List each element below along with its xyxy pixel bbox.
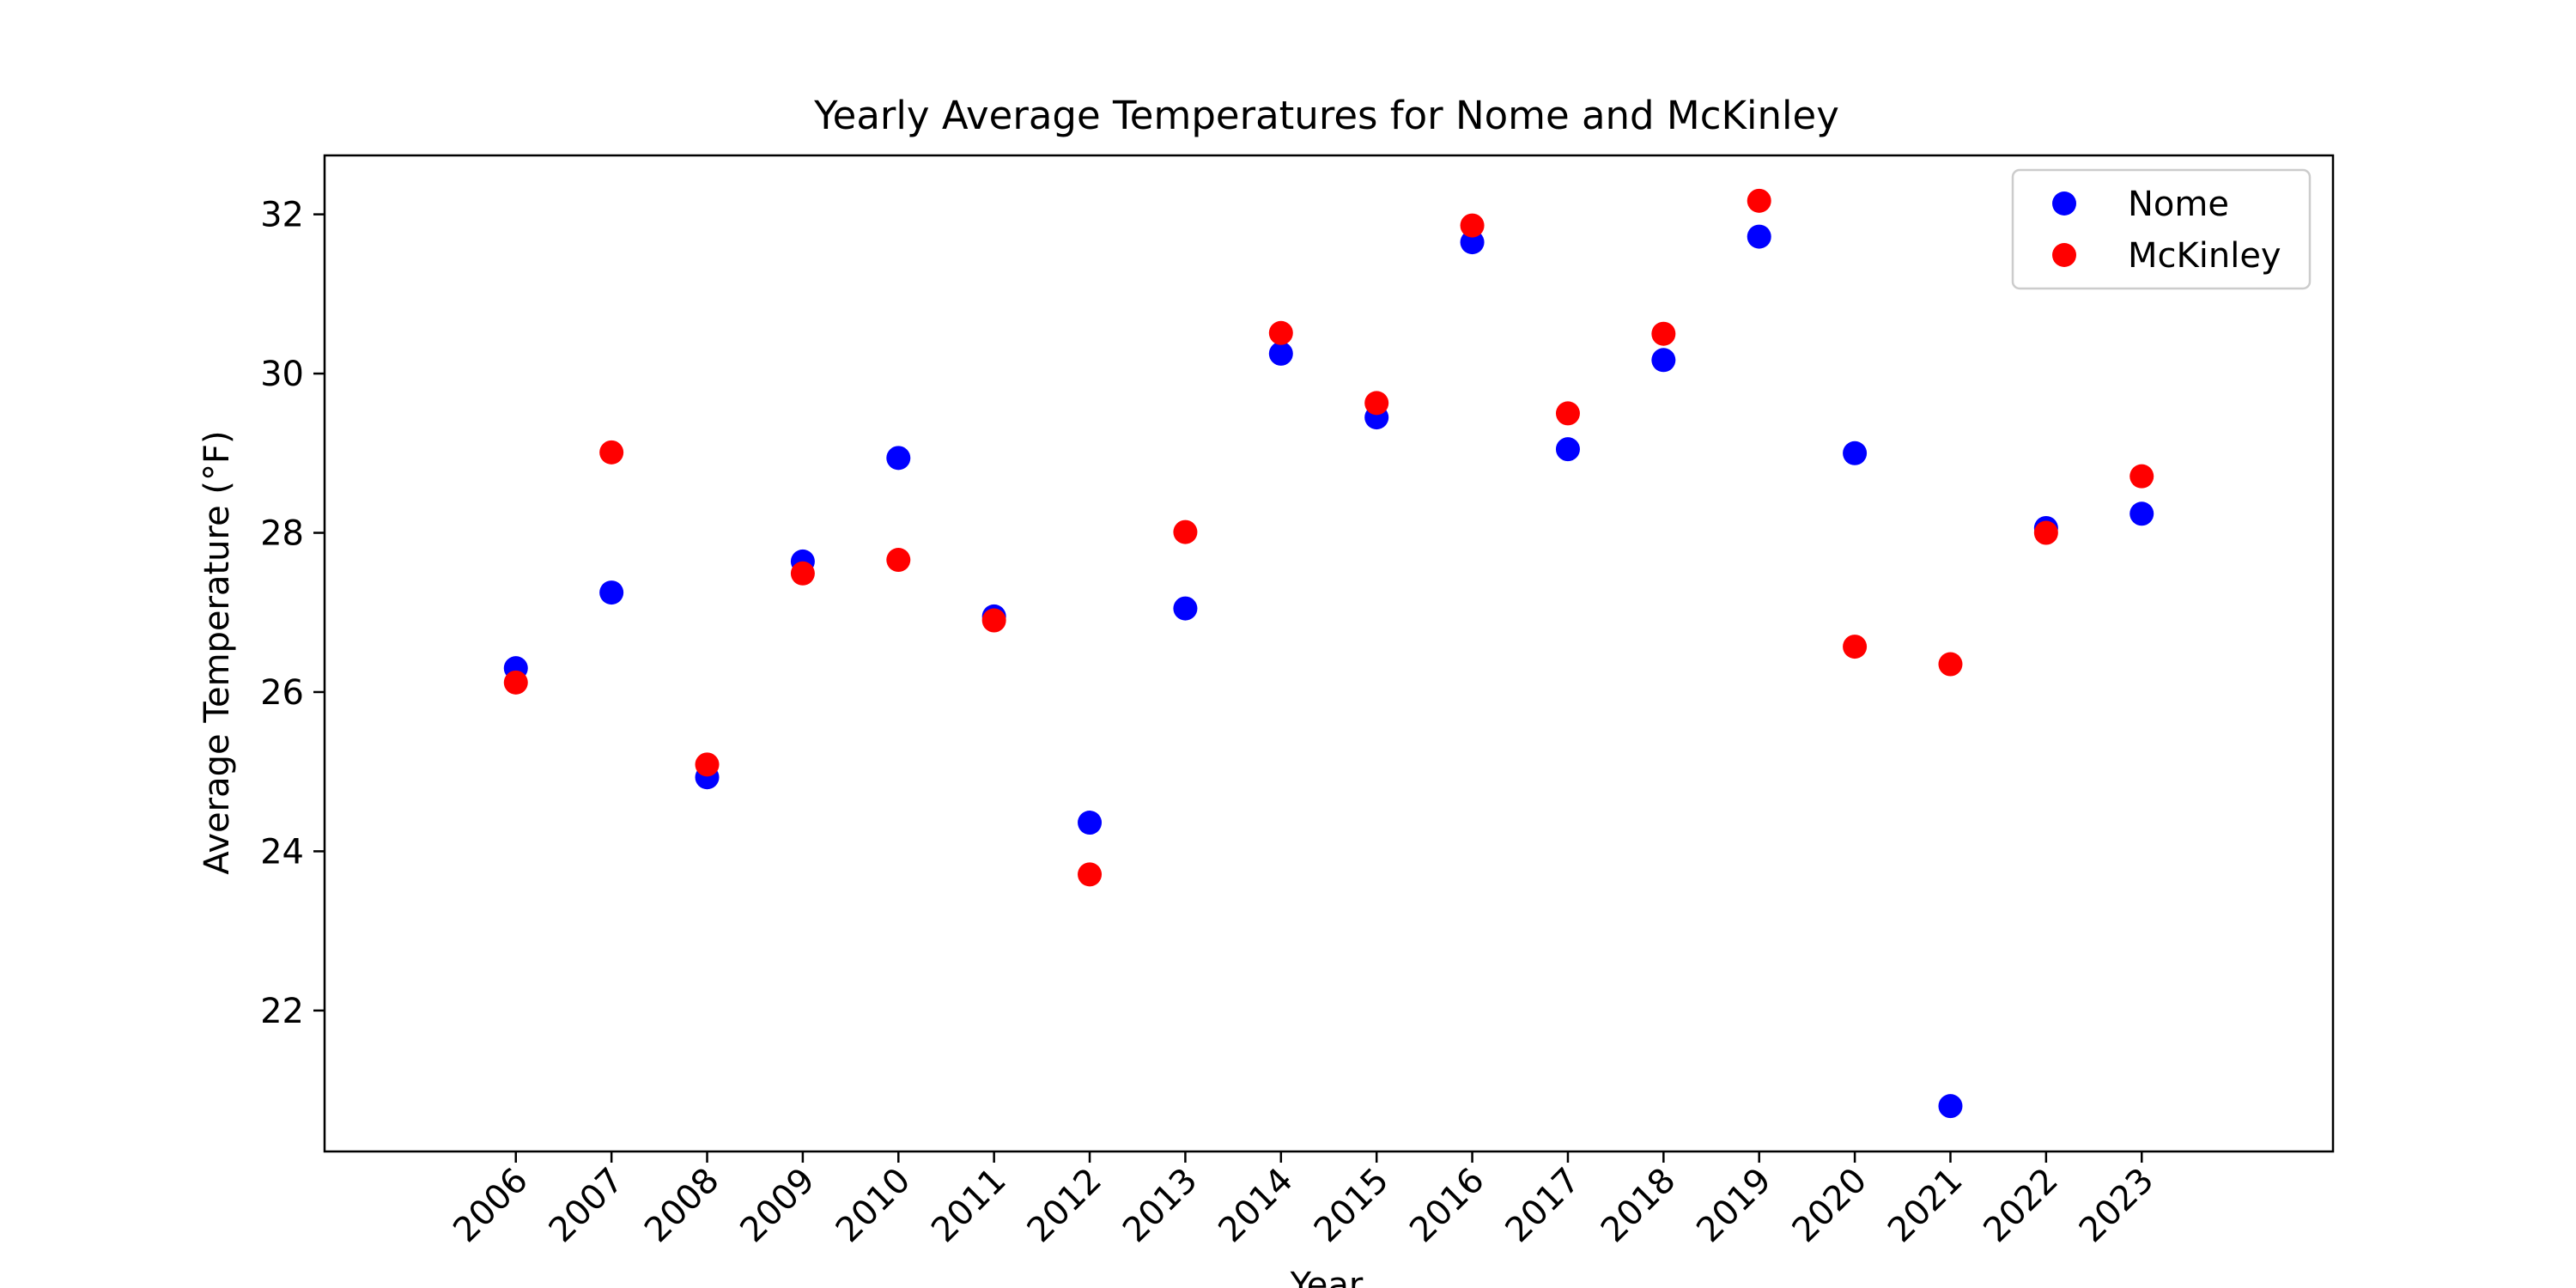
x-tick-label: 2007 (542, 1161, 632, 1251)
legend-label: McKinley (2128, 236, 2281, 276)
series-mckinley (503, 188, 2154, 887)
data-point (1078, 862, 1103, 887)
x-tick-label: 2021 (1880, 1161, 1971, 1251)
data-point (790, 561, 815, 586)
x-tick-label: 2017 (1498, 1161, 1589, 1251)
data-point (981, 608, 1006, 633)
x-axis-label: Year (1290, 1266, 1364, 1288)
legend-marker (2052, 243, 2076, 267)
data-point (1843, 440, 1868, 465)
legend-label: Nome (2128, 185, 2229, 224)
x-tick-label: 2010 (829, 1161, 919, 1251)
data-point (2129, 501, 2154, 526)
x-tick-label: 2012 (1020, 1161, 1110, 1251)
data-point (1460, 230, 1485, 255)
y-tick-label: 32 (260, 196, 304, 235)
data-point (1078, 811, 1103, 835)
legend-marker (2052, 191, 2076, 216)
x-tick-label: 2011 (924, 1161, 1014, 1251)
data-point (1460, 213, 1485, 238)
series-nome (503, 224, 2154, 1119)
data-point (2129, 464, 2154, 489)
x-tick-label: 2022 (1976, 1161, 2066, 1251)
data-point (886, 548, 911, 573)
x-tick-label: 2013 (1115, 1161, 1206, 1251)
x-tick-label: 2023 (2072, 1161, 2162, 1251)
data-point (503, 670, 528, 695)
x-tick-label: 2016 (1402, 1161, 1492, 1251)
data-point (599, 440, 624, 465)
y-tick-label: 30 (260, 355, 304, 394)
data-point (1268, 320, 1293, 345)
y-axis-label: Average Temperature (°F) (197, 430, 237, 874)
x-tick-label: 2018 (1594, 1161, 1684, 1251)
data-point (1938, 652, 1963, 677)
data-point (886, 446, 911, 471)
data-point (599, 580, 624, 605)
x-tick-label: 2019 (1689, 1161, 1779, 1251)
y-tick-label: 28 (260, 514, 304, 554)
data-points (503, 188, 2154, 1119)
legend-box (2011, 168, 2312, 290)
data-point (1938, 1094, 1963, 1119)
y-tick-label: 26 (260, 673, 304, 713)
chart-title: Yearly Average Temperatures for Nome and… (813, 93, 1839, 138)
y-tick-label: 22 (260, 992, 304, 1031)
y-axis: 22 24 26 28 30 32 (260, 196, 325, 1031)
x-tick-label: 2015 (1307, 1161, 1397, 1251)
data-point (1747, 188, 1771, 213)
x-tick-label: 2020 (1785, 1161, 1875, 1251)
legend: Nome McKinley (2011, 168, 2312, 290)
data-point (1651, 321, 1676, 346)
x-tick-label: 2014 (1211, 1161, 1301, 1251)
data-point (1747, 224, 1771, 249)
data-point (1843, 635, 1868, 659)
x-tick-label: 2008 (637, 1161, 727, 1251)
data-point (1651, 348, 1676, 373)
data-point (1364, 391, 1389, 416)
data-point (1555, 401, 1580, 426)
x-tick-label: 2009 (732, 1161, 823, 1251)
data-point (1173, 519, 1198, 544)
x-axis: 2006 2007 2008 2009 2010 2011 2012 2013 2014 2015… (446, 1151, 2161, 1250)
y-tick-label: 24 (260, 832, 304, 872)
data-point (1268, 341, 1293, 366)
data-point (1173, 596, 1198, 621)
data-point (1555, 437, 1580, 462)
plot-area (323, 154, 2335, 1153)
x-tick-label: 2006 (446, 1161, 536, 1251)
data-point (2033, 520, 2058, 545)
data-point (695, 752, 720, 777)
